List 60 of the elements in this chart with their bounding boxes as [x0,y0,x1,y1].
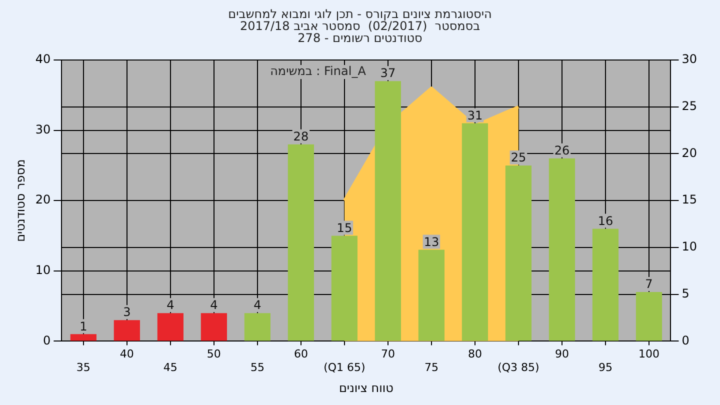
y-axis-title: מספר סטודנטים [13,159,28,242]
x-tick-label: 100 [638,348,660,361]
data-label: 1 [80,319,88,334]
x-tick-label: 50 [206,348,221,361]
data-label: 37 [380,66,396,80]
y2-tick-label: 15 [682,192,698,207]
x-tick-label: 80 [468,348,482,361]
bar [114,320,140,341]
bar [636,292,662,341]
data-label: 13 [424,234,440,249]
y2-tick-label: 30 [682,52,698,66]
bar [288,144,314,341]
text: סטודנטים רשומים - 278 [298,31,423,45]
bar [548,158,576,341]
x-tick-label: 40 [120,348,134,361]
y-tick-label: 20 [35,192,51,207]
data-label: 31 [467,108,483,122]
x-tick-label: (Q1 65) [324,360,366,374]
y-tick-label: 40 [35,52,51,66]
y2-tick-label: 20 [682,146,698,160]
y2-tick-label: 0 [682,333,690,348]
data-label: 4 [166,298,174,312]
data-label: 15 [336,220,352,235]
bar [418,250,445,341]
bar [374,81,402,341]
x-axis-title: טווח ציונים [338,380,394,395]
bar [331,236,358,341]
x-tick-label: (Q3 85) [498,360,540,374]
data-label: 4 [210,298,218,312]
x-tick-label: 70 [380,348,395,361]
x-tick-label: 90 [554,348,569,361]
y-tick-label: 30 [35,122,51,136]
y2-tick-label: 10 [682,240,698,254]
data-label: 4 [254,298,262,312]
y2-tick-label: 25 [682,98,698,113]
data-label: 25 [510,150,526,165]
chart-subtitle: בסמסטר (02/2017) סמסטר אביב 2017/18 [240,19,480,33]
data-label: 7 [645,277,653,292]
data-label: 16 [598,214,614,228]
bar [244,313,270,341]
y-tick-label: 0 [43,333,51,348]
x-tick-label: 45 [163,360,178,374]
data-label: 26 [554,144,570,158]
x-tick-label: 55 [250,360,264,374]
x-tick-label: 35 [76,360,90,374]
annotation: במשימה : Final_A [270,64,367,78]
x-tick-label: 95 [598,360,612,374]
y2-tick-label: 5 [682,286,690,300]
chart-title: היסטוגרמת ציונים בקורס - תכן לוגי ומבוא למחשבים [228,7,492,21]
bar [157,313,184,341]
x-tick-label: 60 [294,348,308,361]
bar [70,334,96,341]
data-label: 28 [293,129,309,144]
bar [462,123,488,341]
bar [592,228,619,341]
bar [200,313,227,341]
y-tick-label: 10 [35,263,51,278]
data-label: 3 [123,305,131,320]
x-tick-label: 75 [424,360,438,374]
bar [505,165,532,341]
